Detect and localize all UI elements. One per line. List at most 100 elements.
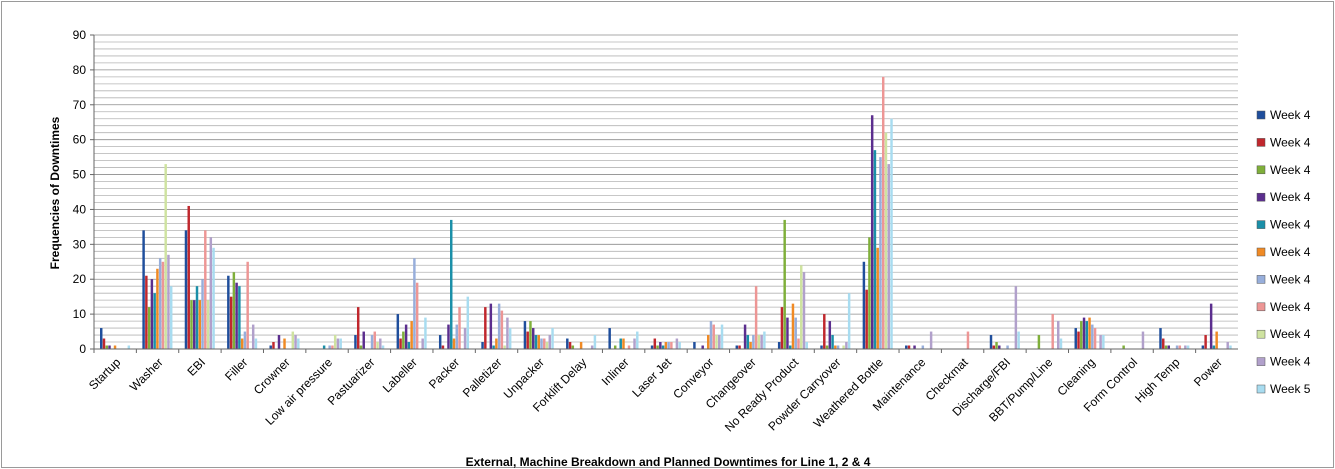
bar — [204, 230, 207, 349]
legend-swatch — [1256, 329, 1266, 339]
bar — [805, 342, 808, 349]
bar — [571, 345, 575, 349]
legend-swatch — [1256, 302, 1266, 312]
bar — [227, 275, 230, 349]
bar — [328, 345, 331, 349]
bar — [272, 342, 275, 349]
bar — [484, 307, 487, 349]
bar — [1201, 345, 1205, 349]
bar — [608, 328, 611, 349]
bar — [706, 335, 710, 349]
bar — [105, 345, 108, 349]
bar — [797, 338, 800, 349]
bar — [738, 345, 741, 349]
axes — [93, 35, 1238, 350]
bar — [333, 335, 337, 349]
bar — [489, 303, 493, 349]
bar — [633, 338, 636, 349]
bar — [678, 342, 681, 349]
bar — [777, 342, 781, 349]
bar — [566, 338, 569, 349]
bar — [145, 275, 148, 349]
bar — [497, 303, 501, 349]
bar — [847, 293, 851, 349]
bar — [825, 345, 829, 349]
legend-swatch — [1256, 220, 1266, 229]
bar — [966, 331, 970, 349]
bar — [297, 338, 300, 349]
bar — [336, 338, 340, 349]
bar — [156, 268, 159, 349]
bar — [356, 307, 360, 349]
bar — [551, 328, 554, 349]
bar — [836, 345, 840, 349]
bar — [1085, 321, 1089, 349]
bar — [802, 272, 806, 349]
bar — [251, 324, 255, 349]
bar — [1051, 314, 1054, 349]
bar — [331, 345, 334, 349]
bar — [147, 307, 151, 349]
bar — [531, 328, 535, 349]
bar — [590, 345, 594, 349]
bar — [664, 342, 668, 349]
bar — [1080, 321, 1083, 349]
legend-label: Week 4 — [1270, 135, 1311, 149]
bar — [108, 345, 111, 349]
bar — [164, 164, 167, 349]
bar — [720, 324, 724, 349]
bar — [870, 115, 874, 350]
bar — [404, 324, 408, 349]
y-tick-label: 60 — [73, 133, 87, 147]
y-tick-label: 90 — [73, 28, 87, 42]
bar — [1006, 345, 1009, 349]
legend-label: Week 4 — [1270, 108, 1311, 122]
bar — [450, 219, 453, 349]
bar — [1014, 286, 1018, 349]
bar — [455, 324, 458, 349]
bar — [1178, 345, 1182, 349]
legend-swatch — [1256, 247, 1266, 257]
bar — [907, 345, 911, 349]
chart-title: External, Machine Breakdown and Planned … — [466, 455, 871, 469]
bar — [845, 342, 848, 349]
bar — [1162, 338, 1165, 349]
bar — [715, 335, 718, 349]
bar — [1077, 331, 1080, 349]
bar — [158, 258, 162, 349]
bar — [650, 345, 654, 349]
bar — [1088, 317, 1091, 349]
bar — [235, 282, 238, 349]
bar — [823, 314, 826, 349]
legend-swatch — [1256, 192, 1266, 202]
bars — [100, 76, 1232, 350]
bar — [1102, 335, 1105, 349]
bar — [627, 345, 631, 349]
legend-swatch — [1256, 357, 1266, 366]
bar — [283, 338, 286, 349]
bar — [269, 345, 272, 349]
bar — [113, 345, 117, 349]
bar — [506, 317, 509, 349]
bar — [709, 321, 713, 349]
bar — [865, 289, 868, 349]
legend-label: Week 4 — [1270, 190, 1311, 204]
bar — [424, 317, 427, 349]
y-tick-label: 0 — [79, 342, 86, 356]
bar — [746, 335, 750, 349]
bar — [1215, 331, 1218, 349]
bar — [1037, 335, 1041, 349]
bar — [399, 338, 402, 349]
bar — [376, 342, 379, 349]
bar — [921, 345, 925, 349]
bar — [167, 254, 170, 349]
bar — [831, 335, 834, 349]
bar — [153, 293, 156, 349]
bar — [209, 237, 213, 349]
bar — [1164, 345, 1168, 349]
bar — [201, 279, 204, 349]
bar — [212, 247, 215, 349]
bar — [879, 157, 882, 349]
bar — [656, 345, 659, 349]
